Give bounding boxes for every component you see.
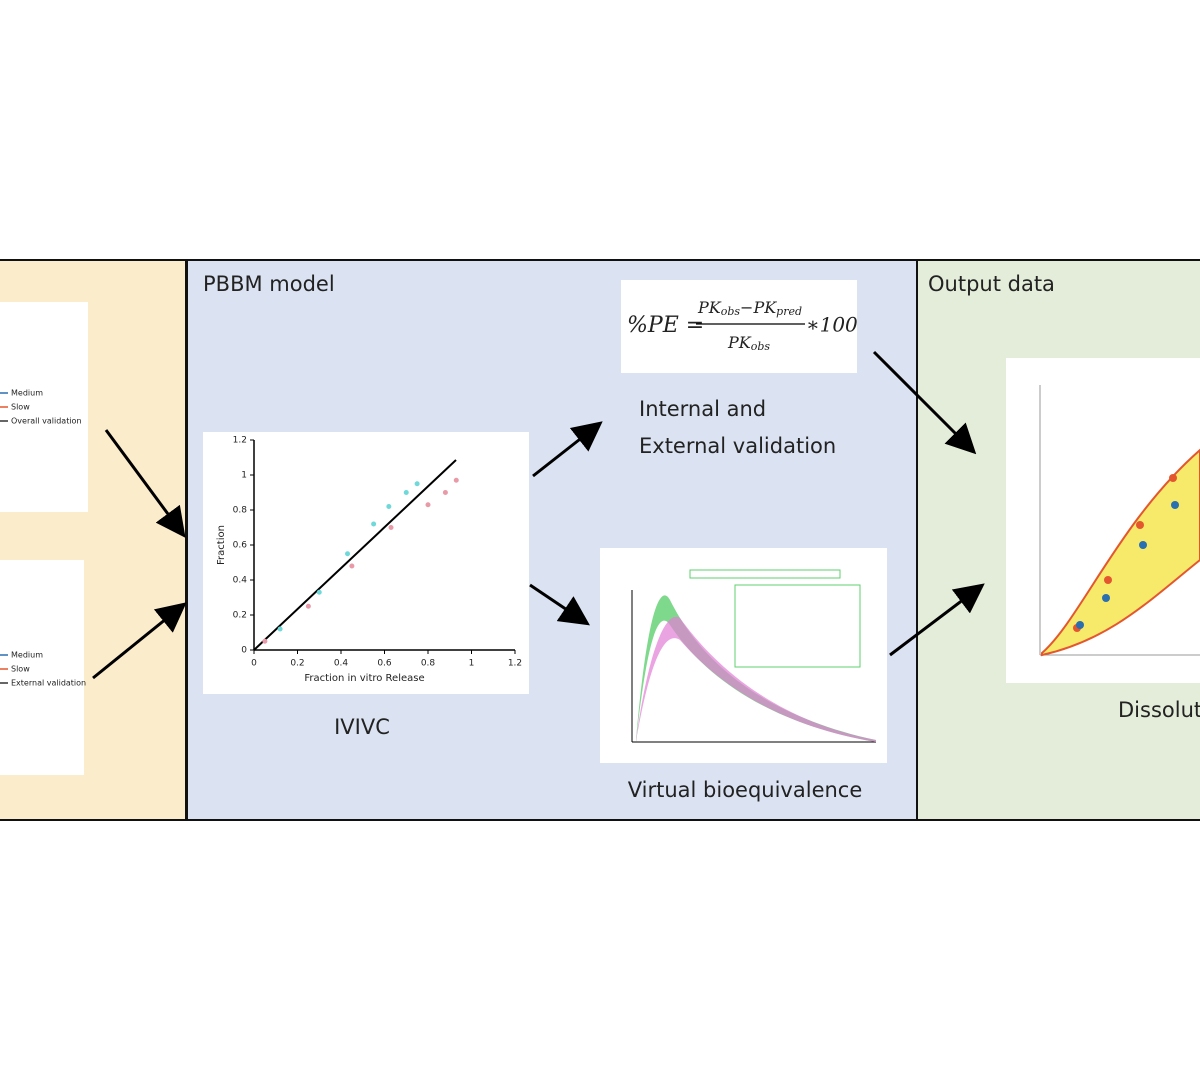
input-chart — [0, 302, 88, 512]
panel-title: Output data — [928, 272, 1055, 296]
y-axis-label: Fraction — [216, 525, 227, 565]
input-chart — [0, 560, 84, 775]
point — [349, 563, 355, 569]
vbe-curves — [631, 569, 876, 743]
legend-label: External validation — [11, 679, 86, 688]
x-tick-label: 1.2 — [508, 659, 522, 669]
formula-rhs: ∗100 — [806, 313, 858, 337]
point — [262, 638, 268, 644]
ivivc-chart — [203, 432, 529, 694]
point — [414, 481, 420, 487]
x-tick-label: 0.8 — [421, 659, 436, 669]
fit-line — [253, 459, 457, 651]
x-tick-label: 0.6 — [377, 659, 392, 669]
legend-label: Slow — [11, 665, 30, 674]
point — [453, 477, 459, 483]
arrows — [92, 350, 985, 680]
x-tick-label: 0.4 — [334, 659, 349, 669]
point — [277, 626, 283, 632]
y-tick-label: 0.8 — [233, 506, 248, 516]
label: Internal and — [639, 397, 766, 421]
point — [305, 603, 311, 609]
y-tick-label: 1 — [241, 471, 247, 481]
formula-lhs: %PE = — [627, 313, 704, 338]
point — [425, 502, 431, 508]
label: IVIVC — [334, 715, 390, 739]
y-tick-label: 0 — [241, 646, 247, 656]
legend-label: Overall validation — [11, 417, 82, 426]
point — [345, 551, 351, 557]
y-tick-label: 1.2 — [233, 436, 247, 446]
point — [442, 490, 448, 495]
legend-label: Medium — [11, 651, 43, 660]
legend-label: Medium — [11, 389, 43, 398]
point — [371, 521, 377, 527]
x-tick-label: 0.2 — [290, 659, 304, 669]
formula: %PE = PKobs−PKpred PKobs ∗100 — [627, 298, 858, 354]
x-tick-label: 1 — [469, 659, 475, 669]
x-tick-label: 0 — [251, 659, 257, 669]
label: Virtual bioequivalence — [628, 778, 863, 802]
y-tick-label: 0.4 — [233, 576, 248, 586]
label: External validation — [639, 434, 836, 458]
x-axis-label: Fraction in vitro Release — [304, 673, 424, 684]
y-tick-label: 0.6 — [233, 541, 248, 551]
point — [386, 504, 392, 509]
formula-numerator: PKobs−PKpred — [697, 298, 802, 319]
label: Dissolut — [1118, 698, 1200, 722]
y-tick-label: 0.2 — [233, 611, 247, 621]
legend-label: Slow — [11, 403, 30, 412]
point — [388, 525, 394, 530]
point — [403, 490, 409, 495]
panel-title: PBBM model — [203, 272, 335, 296]
formula-denominator: PKobs — [727, 333, 770, 354]
formula-box — [621, 280, 857, 373]
point — [316, 589, 322, 595]
